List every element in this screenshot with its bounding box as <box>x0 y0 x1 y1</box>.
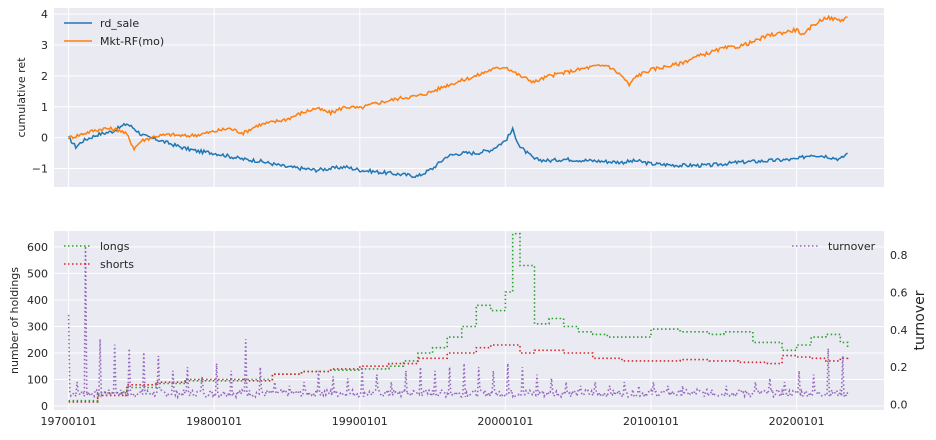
plot-background <box>54 8 884 187</box>
legend-label-longs: longs <box>100 240 130 253</box>
series-line-turnover <box>67 245 850 400</box>
plot-background <box>54 231 884 410</box>
y-tick-label: 100 <box>27 374 48 387</box>
y-tick-label: 3 <box>41 39 48 52</box>
legend-label-Mkt-RF(mo): Mkt-RF(mo) <box>100 35 164 48</box>
y2-tick-label: 0.6 <box>890 287 908 300</box>
cumulative-return-panel: −1 0 1 2 3 4 cumulative ret rd_sale Mkt-RF(mo) <box>15 8 884 187</box>
x-tick-label: 19700101 <box>41 415 97 428</box>
y-tick-label: 300 <box>27 320 48 333</box>
y-tick-label: 0 <box>41 400 48 413</box>
y2-tick-label: 0.0 <box>890 398 908 411</box>
y-tick-label: 400 <box>27 294 48 307</box>
holdings-turnover-panel: 19700101 19800101 19900101 20000101 20100101… <box>8 231 928 428</box>
y-tick-label: 0 <box>41 132 48 145</box>
y-tick-label: 200 <box>27 347 48 360</box>
y2-tick-label: 0.2 <box>890 361 908 374</box>
y2-tick-label: 0.8 <box>890 249 908 262</box>
x-tick-label: 19900101 <box>332 415 388 428</box>
series-line-rd_sale <box>68 122 848 179</box>
y-tick-label: 2 <box>41 70 48 83</box>
series-line-Mkt-RF(mo) <box>67 14 848 152</box>
series-line-shorts <box>68 344 849 403</box>
legend-label-rd_sale: rd_sale <box>100 17 139 30</box>
y-axis-label: cumulative ret <box>15 57 28 138</box>
y2-axis-label: turnover <box>912 290 928 350</box>
legend-label-turnover: turnover <box>828 240 876 253</box>
x-tick-label: 20100101 <box>623 415 679 428</box>
y-tick-label: −1 <box>32 162 48 175</box>
y-tick-label: 500 <box>27 267 48 280</box>
y-tick-label: 1 <box>41 101 48 114</box>
x-tick-label: 20000101 <box>477 415 533 428</box>
y2-tick-label: 0.4 <box>890 324 908 337</box>
legend-label-shorts: shorts <box>100 258 134 271</box>
y-axis-label: number of holdings <box>8 267 21 374</box>
y-tick-label: 4 <box>41 8 48 21</box>
x-tick-label: 20200101 <box>769 415 825 428</box>
x-tick-label: 19800101 <box>186 415 242 428</box>
y-tick-label: 600 <box>27 241 48 254</box>
